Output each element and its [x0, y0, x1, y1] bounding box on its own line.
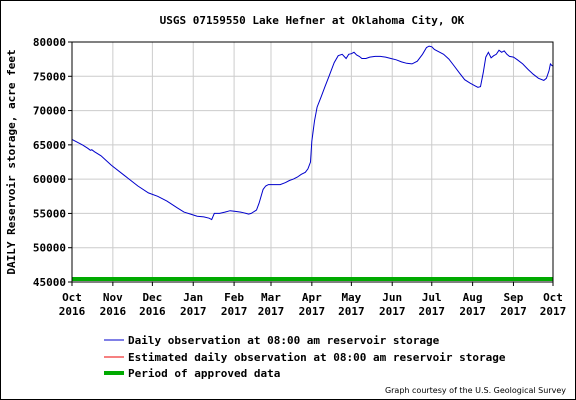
y-axis-label: DAILY Reservoir storage, acre feet [5, 49, 18, 274]
y-tick-label: 50000 [33, 242, 66, 255]
x-tick-month: Feb [224, 291, 244, 304]
x-tick-month: Oct [62, 291, 82, 304]
x-tick-year: 2017 [299, 305, 326, 318]
x-tick-month: Jun [382, 291, 402, 304]
legend-label-estimated: Estimated daily observation at 08:00 am … [128, 351, 506, 364]
x-tick-month: Mar [261, 291, 281, 304]
x-tick-year: 2017 [221, 305, 248, 318]
series-line-daily-observation [71, 45, 554, 221]
x-tick-year: 2016 [139, 305, 166, 318]
x-tick-month: Nov [103, 291, 123, 304]
x-tick-year: 2017 [338, 305, 365, 318]
series-layer [71, 45, 554, 281]
y-tick-label: 60000 [33, 173, 66, 186]
x-tick-year: 2017 [459, 305, 486, 318]
legend: Daily observation at 08:00 am reservoir … [104, 334, 506, 380]
y-tick-label: 65000 [33, 139, 66, 152]
x-tick-month: Oct [543, 291, 563, 304]
x-tick-month: Apr [302, 291, 322, 304]
x-tick-month: Jan [183, 291, 203, 304]
x-tick-year: 2017 [500, 305, 527, 318]
x-tick-month: May [341, 291, 361, 304]
x-tick-year: 2016 [59, 305, 86, 318]
y-tick-label: 75000 [33, 70, 66, 83]
x-tick-year: 2017 [540, 305, 567, 318]
plot-area [72, 42, 553, 282]
x-tick-year: 2017 [379, 305, 406, 318]
y-tick-label: 55000 [33, 207, 66, 220]
x-axis-ticks: Oct2016Nov2016Dec2016Jan2017Feb2017Mar20… [59, 282, 567, 318]
y-axis-ticks: 45000 50000 55000 60000 65000 70000 75000 80000 [33, 36, 72, 289]
x-tick-year: 2016 [100, 305, 127, 318]
x-tick-month: Jul [422, 291, 442, 304]
legend-label-daily: Daily observation at 08:00 am reservoir … [128, 334, 440, 347]
legend-label-approved: Period of approved data [128, 367, 280, 380]
x-tick-month: Aug [463, 291, 483, 304]
x-tick-year: 2017 [258, 305, 285, 318]
x-tick-month: Sep [504, 291, 524, 304]
plot-border [71, 41, 554, 283]
graph-credit: Graph courtesy of the U.S. Geological Su… [385, 386, 566, 395]
y-tick-label: 70000 [33, 105, 66, 118]
x-tick-year: 2017 [419, 305, 446, 318]
x-tick-year: 2017 [180, 305, 207, 318]
chart-title: USGS 07159550 Lake Hefner at Oklahoma Ci… [160, 14, 465, 27]
y-tick-label: 80000 [33, 36, 66, 49]
x-tick-month: Dec [142, 291, 162, 304]
y-tick-label: 45000 [33, 276, 66, 289]
